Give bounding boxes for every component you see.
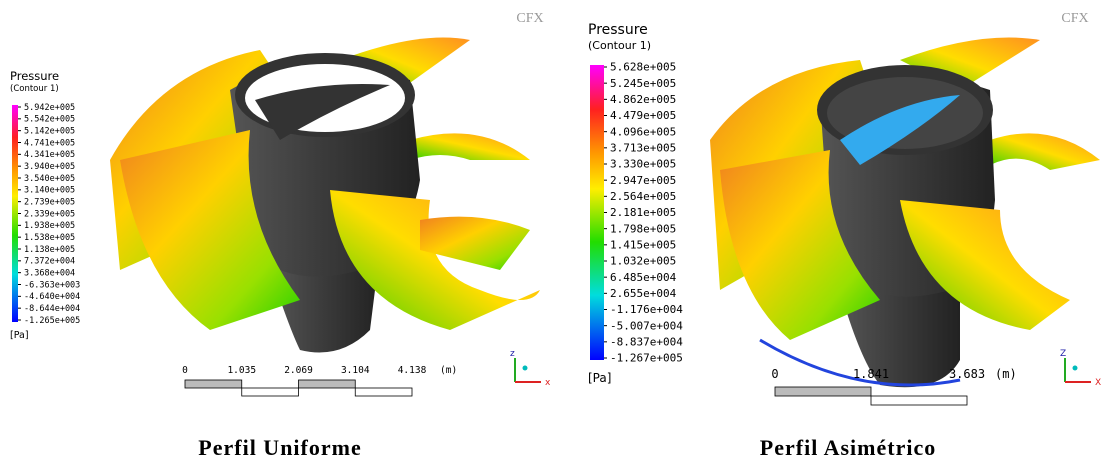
- colorbar-label: 5.628e+005: [610, 61, 676, 74]
- colorbar-label: 1.415e+005: [610, 239, 676, 252]
- colorbar-label: -4.640e+004: [24, 292, 80, 302]
- colorbar-label: 5.245e+005: [610, 77, 676, 90]
- colorbar-label: -8.644e+004: [24, 304, 80, 314]
- page: {"panels": [ {"legend": {"title": "Press…: [0, 0, 1104, 461]
- cfx-logo: CFX: [1061, 11, 1088, 26]
- colorbar-label: 3.368e+004: [24, 269, 75, 279]
- caption: Perfil Uniforme: [198, 435, 361, 460]
- colorbar-label: -5.007e+004: [610, 319, 683, 332]
- colorbar-label: 7.372e+004: [24, 257, 75, 267]
- axis-z-label: z: [510, 349, 515, 359]
- colorbar-label: 1.538e+005: [24, 233, 75, 243]
- colorbar-label: 5.942e+005: [24, 103, 75, 113]
- legend-subtitle: (Contour 1): [10, 84, 59, 94]
- legend-subtitle: (Contour 1): [588, 39, 651, 52]
- colorbar-label: 2.564e+005: [610, 190, 676, 203]
- colorbar-label: 2.181e+005: [610, 206, 676, 219]
- scale-segment: [185, 380, 242, 388]
- legend-unit: [Pa]: [10, 330, 29, 341]
- scale-label: 4.138: [398, 365, 427, 376]
- scale-label: 3.683: [949, 367, 985, 381]
- colorbar-label: -1.176e+004: [610, 303, 683, 316]
- legend-title: Pressure: [10, 69, 59, 83]
- colorbar-label: 3.540e+005: [24, 174, 75, 184]
- colorbar-label: 3.330e+005: [610, 158, 676, 171]
- scale-label: 1.841: [853, 367, 889, 381]
- colorbar-label: 4.741e+005: [24, 138, 75, 148]
- colorbar-label: 5.542e+005: [24, 115, 75, 125]
- axis-x-label: x: [545, 378, 551, 388]
- colorbar: [590, 65, 604, 360]
- axis-z-label: Z: [1060, 349, 1066, 359]
- colorbar-label: 4.479e+005: [610, 109, 676, 122]
- colorbar-label: -6.363e+003: [24, 280, 80, 290]
- scale-label: 1.035: [227, 365, 256, 376]
- colorbar-label: 2.655e+004: [610, 287, 677, 300]
- legend-title: Pressure: [588, 22, 648, 38]
- colorbar-label: 4.862e+005: [610, 93, 676, 106]
- colorbar: [12, 105, 18, 322]
- scale-unit: (m): [995, 367, 1017, 381]
- colorbar-label: 1.798e+005: [610, 222, 676, 235]
- colorbar-label: 2.739e+005: [24, 198, 75, 208]
- axis-x-label: X: [1095, 378, 1101, 388]
- colorbar-label: -1.267e+005: [610, 352, 683, 365]
- figure: Pressure(Contour 1)5.942e+0055.542e+0055…: [0, 0, 1104, 461]
- legend-unit: [Pa]: [588, 371, 611, 385]
- scale-label: 0: [771, 367, 778, 381]
- colorbar-label: -1.265e+005: [24, 316, 80, 326]
- colorbar-label: 3.713e+005: [610, 142, 676, 155]
- cfx-logo: CFX: [516, 11, 543, 26]
- colorbar-label: 4.341e+005: [24, 150, 75, 160]
- caption: Perfil Asimétrico: [760, 435, 936, 460]
- colorbar-label: -8.837e+004: [610, 336, 683, 349]
- axis-y: [1073, 366, 1078, 371]
- scale-unit: (m): [440, 365, 457, 376]
- axis-y: [523, 366, 528, 371]
- colorbar-label: 6.485e+004: [610, 271, 677, 284]
- colorbar-label: 2.947e+005: [610, 174, 676, 187]
- impeller-render: [110, 38, 540, 353]
- colorbar-label: 1.938e+005: [24, 221, 75, 231]
- scale-label: 0: [182, 365, 188, 376]
- impeller-render: [710, 38, 1100, 388]
- scale-segment: [242, 388, 299, 396]
- scale-segment: [871, 396, 967, 405]
- scale-label: 3.104: [341, 365, 370, 376]
- colorbar-label: 1.032e+005: [610, 255, 676, 268]
- scale-label: 2.069: [284, 365, 313, 376]
- colorbar-label: 3.140e+005: [24, 186, 75, 196]
- colorbar-label: 5.142e+005: [24, 127, 75, 137]
- scale-segment: [775, 387, 871, 396]
- colorbar-label: 3.940e+005: [24, 162, 75, 172]
- colorbar-label: 4.096e+005: [610, 125, 676, 138]
- colorbar-label: 2.339e+005: [24, 209, 75, 219]
- scale-segment: [299, 380, 356, 388]
- scale-segment: [355, 388, 412, 396]
- colorbar-label: 1.138e+005: [24, 245, 75, 255]
